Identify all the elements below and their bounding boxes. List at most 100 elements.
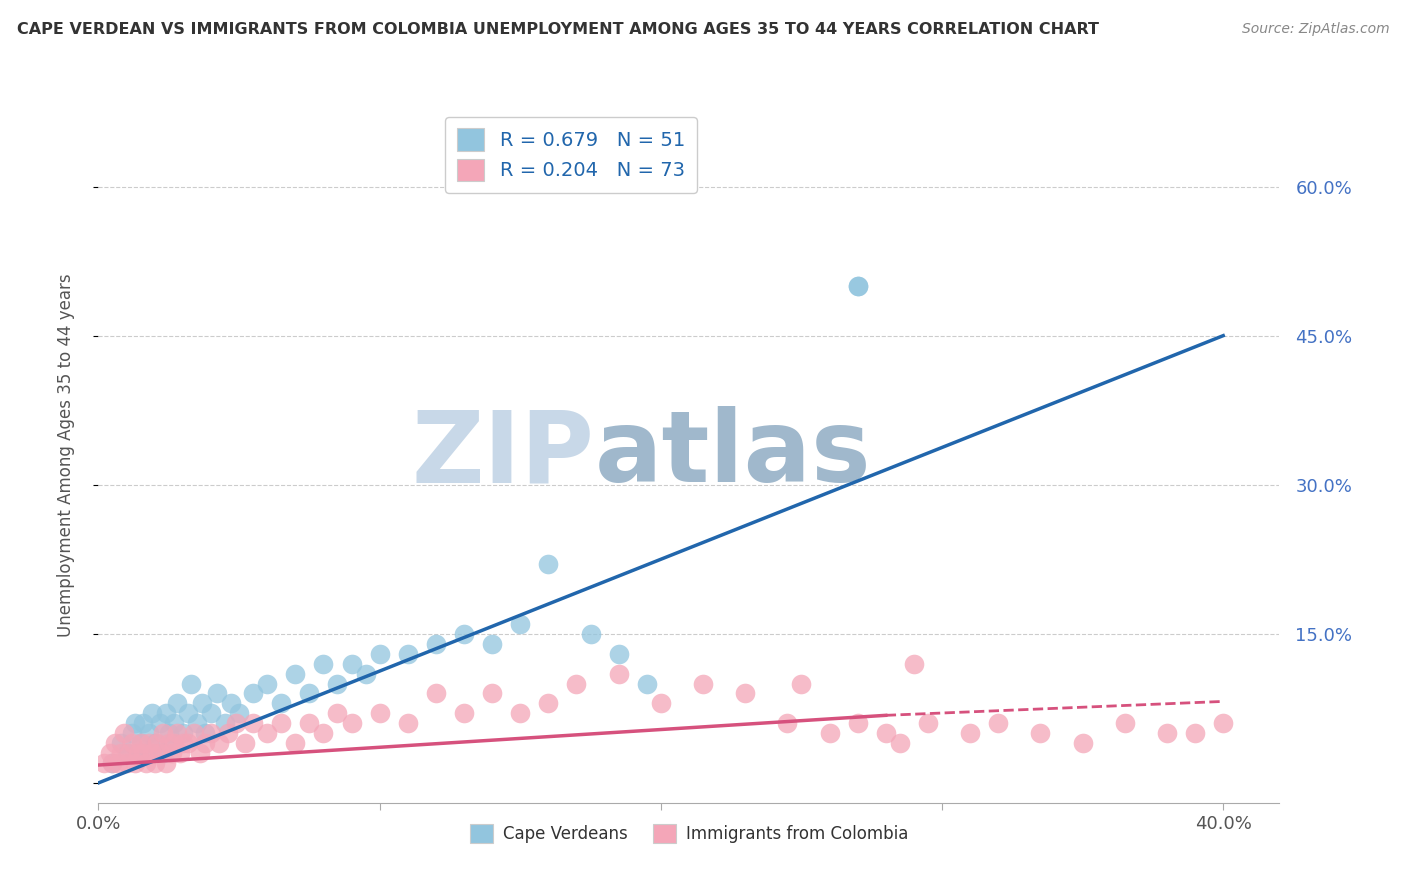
Point xyxy=(326,706,349,721)
Point xyxy=(225,716,247,731)
Point xyxy=(115,756,138,770)
Point xyxy=(509,706,531,721)
Text: ZIP: ZIP xyxy=(412,407,595,503)
Point xyxy=(425,637,447,651)
Point xyxy=(104,736,127,750)
Point xyxy=(270,716,292,731)
Point xyxy=(453,706,475,721)
Point xyxy=(166,697,188,711)
Point xyxy=(396,647,419,661)
Point xyxy=(152,726,174,740)
Point xyxy=(846,279,869,293)
Point xyxy=(124,756,146,770)
Point xyxy=(127,746,149,760)
Point xyxy=(1114,716,1136,731)
Point xyxy=(1156,726,1178,740)
Point xyxy=(138,726,160,740)
Point xyxy=(607,647,630,661)
Point xyxy=(98,746,121,760)
Point xyxy=(354,666,377,681)
Point xyxy=(155,706,177,721)
Point xyxy=(124,716,146,731)
Point xyxy=(509,616,531,631)
Point xyxy=(298,716,321,731)
Point xyxy=(172,736,194,750)
Point xyxy=(177,706,200,721)
Point xyxy=(214,716,236,731)
Point xyxy=(132,716,155,731)
Point xyxy=(846,279,869,293)
Point xyxy=(790,676,813,690)
Text: Source: ZipAtlas.com: Source: ZipAtlas.com xyxy=(1241,22,1389,37)
Point xyxy=(155,756,177,770)
Point xyxy=(129,736,152,750)
Point xyxy=(607,666,630,681)
Point xyxy=(110,736,132,750)
Point xyxy=(205,686,228,700)
Point xyxy=(194,736,217,750)
Point xyxy=(141,746,163,760)
Point xyxy=(537,697,560,711)
Point xyxy=(889,736,911,750)
Point xyxy=(368,706,391,721)
Point xyxy=(146,736,169,750)
Point xyxy=(396,716,419,731)
Point xyxy=(481,637,503,651)
Point xyxy=(312,657,335,671)
Point xyxy=(326,676,349,690)
Point xyxy=(112,726,135,740)
Point xyxy=(143,736,166,750)
Point xyxy=(1184,726,1206,740)
Point xyxy=(129,736,152,750)
Point xyxy=(149,746,172,760)
Point xyxy=(169,746,191,760)
Point xyxy=(135,746,157,760)
Point xyxy=(177,736,200,750)
Point xyxy=(152,746,174,760)
Point xyxy=(312,726,335,740)
Point xyxy=(537,558,560,572)
Point xyxy=(650,697,672,711)
Point xyxy=(565,676,588,690)
Point xyxy=(163,716,186,731)
Point xyxy=(93,756,115,770)
Point xyxy=(776,716,799,731)
Point xyxy=(200,726,222,740)
Point xyxy=(425,686,447,700)
Point xyxy=(242,716,264,731)
Point xyxy=(298,686,321,700)
Point xyxy=(284,666,307,681)
Point xyxy=(101,756,124,770)
Point xyxy=(183,726,205,740)
Point xyxy=(1212,716,1234,731)
Point xyxy=(135,756,157,770)
Point xyxy=(340,657,363,671)
Point xyxy=(132,746,155,760)
Point xyxy=(579,627,602,641)
Point xyxy=(200,706,222,721)
Point xyxy=(256,676,278,690)
Point xyxy=(163,736,186,750)
Point xyxy=(110,746,132,760)
Point xyxy=(818,726,841,740)
Point xyxy=(157,736,180,750)
Point xyxy=(160,736,183,750)
Point xyxy=(219,697,242,711)
Point xyxy=(228,706,250,721)
Point xyxy=(107,756,129,770)
Point xyxy=(121,736,143,750)
Point xyxy=(1029,726,1052,740)
Point xyxy=(453,627,475,641)
Point xyxy=(270,697,292,711)
Point xyxy=(157,726,180,740)
Y-axis label: Unemployment Among Ages 35 to 44 years: Unemployment Among Ages 35 to 44 years xyxy=(56,273,75,637)
Text: CAPE VERDEAN VS IMMIGRANTS FROM COLOMBIA UNEMPLOYMENT AMONG AGES 35 TO 44 YEARS : CAPE VERDEAN VS IMMIGRANTS FROM COLOMBIA… xyxy=(17,22,1099,37)
Point xyxy=(180,676,202,690)
Point xyxy=(692,676,714,690)
Point xyxy=(172,726,194,740)
Point xyxy=(368,647,391,661)
Point xyxy=(138,736,160,750)
Point xyxy=(242,686,264,700)
Point xyxy=(233,736,256,750)
Point xyxy=(875,726,897,740)
